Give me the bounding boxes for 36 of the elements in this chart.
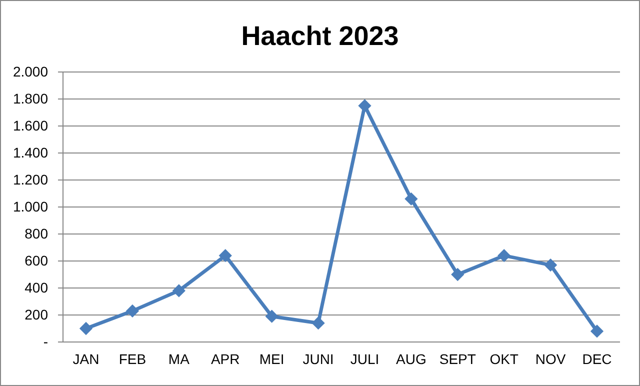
point bbox=[172, 284, 186, 298]
point bbox=[358, 99, 372, 112]
y-tick-label: 800 bbox=[24, 225, 48, 242]
x-tick-label: JUNI bbox=[302, 350, 334, 367]
point bbox=[451, 268, 464, 282]
y-tick-label: 1.600 bbox=[12, 117, 48, 134]
point bbox=[404, 192, 418, 206]
point bbox=[126, 304, 140, 318]
point bbox=[312, 316, 325, 330]
y-tick-label: 1.000 bbox=[12, 198, 48, 214]
x-tick-label: NOV bbox=[535, 350, 566, 367]
y-tick-label: 1.400 bbox=[12, 144, 48, 160]
y-tick-label: - bbox=[43, 333, 48, 350]
y-tick-label: 200 bbox=[24, 306, 48, 322]
y-tick-label: 1.800 bbox=[12, 90, 48, 106]
point bbox=[498, 249, 511, 262]
point bbox=[79, 322, 93, 336]
x-tick-label: AUG bbox=[396, 350, 426, 367]
chart-title: Haacht 2023 bbox=[241, 21, 399, 51]
x-tick-label: JAN bbox=[72, 350, 100, 367]
point bbox=[265, 310, 278, 323]
y-tick-label: 600 bbox=[24, 252, 48, 268]
x-tick-label: MEI bbox=[259, 350, 284, 367]
x-tick-label: APR bbox=[210, 350, 240, 367]
y-tick-label: 400 bbox=[24, 279, 48, 296]
y-tick-label: 1.200 bbox=[12, 171, 48, 188]
x-tick-label: DEC bbox=[582, 350, 612, 367]
point bbox=[218, 249, 232, 262]
x-tick-label: MA bbox=[168, 350, 190, 367]
point bbox=[544, 258, 558, 272]
point bbox=[590, 324, 604, 338]
y-tick-label: 2.000 bbox=[12, 63, 48, 80]
x-tick-label: JULI bbox=[350, 350, 380, 367]
x-tick-label: FEB bbox=[118, 350, 146, 367]
x-tick-label: OKT bbox=[490, 350, 519, 367]
x-tick-label: SEPT bbox=[439, 350, 476, 367]
